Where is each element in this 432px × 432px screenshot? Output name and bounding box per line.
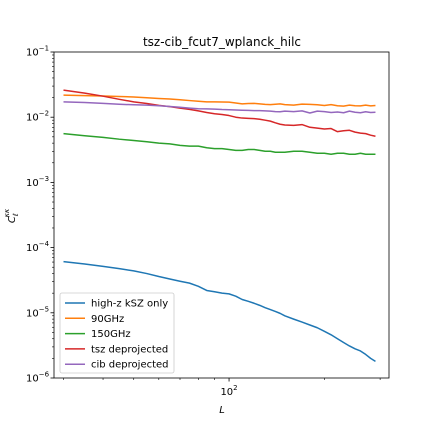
y-tick-label-4: 10−2 — [26, 110, 49, 124]
x-axis-ticks: 102 — [63, 378, 381, 398]
legend-label-0: high-z kSZ only — [91, 299, 168, 310]
y-tick-label-0: 10−6 — [26, 371, 50, 385]
x-axis-label: L — [219, 405, 225, 416]
svg-text:Cℓκκ: Cℓκκ — [3, 208, 20, 223]
chart-title: tsz-cib_fcut7_wplanck_hilc — [143, 35, 301, 49]
y-tick-label-1: 10−5 — [26, 305, 49, 319]
y-tick-label-5: 10−1 — [26, 45, 49, 59]
y-axis-label-sub: ℓ — [12, 213, 20, 217]
series-line-4 — [63, 101, 376, 114]
legend: high-z kSZ only 90GHz 150GHz tsz deprojecte… — [59, 292, 175, 374]
legend-label-1: 90GHz — [91, 314, 124, 325]
y-axis-label: Cℓκκ — [3, 208, 20, 223]
series-layer — [63, 89, 376, 362]
x-tick-label-0: 102 — [220, 384, 237, 398]
y-tick-label-3: 10−3 — [26, 175, 49, 189]
series-line-2 — [63, 132, 376, 156]
legend-label-3: tsz deprojected — [91, 344, 168, 355]
legend-box — [59, 292, 175, 374]
y-axis-label-sup: κκ — [3, 208, 11, 217]
y-axis-label-main: C — [7, 216, 18, 223]
series-line-3 — [63, 89, 376, 138]
series-line-1 — [63, 94, 376, 107]
y-axis-ticks: 10−6 10−5 10−4 10−3 10−2 10−1 — [26, 45, 54, 385]
legend-label-4: cib deprojected — [91, 360, 169, 371]
plot-frame — [53, 51, 390, 379]
series-line-0 — [63, 260, 376, 362]
y-tick-label-2: 10−4 — [26, 240, 50, 254]
legend-label-2: 150GHz — [91, 329, 131, 340]
